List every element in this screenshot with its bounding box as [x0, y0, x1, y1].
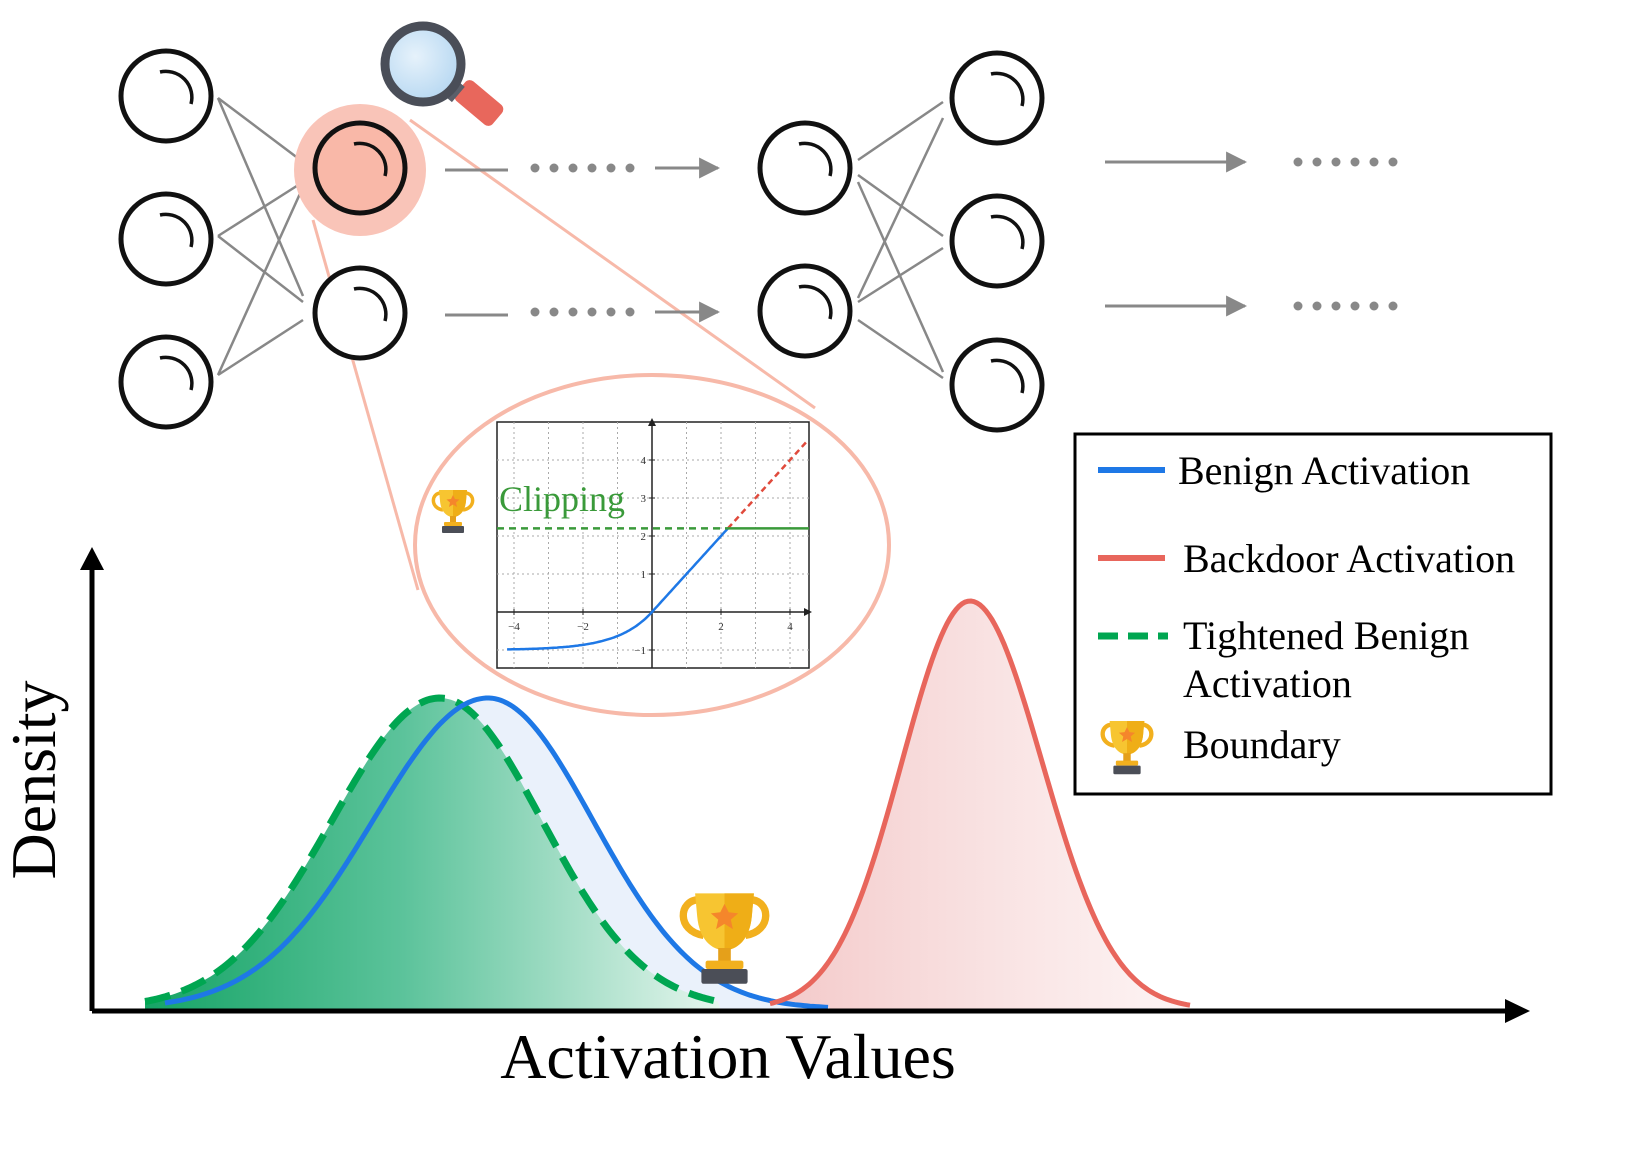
backdoor-fill — [770, 601, 1190, 1009]
inset-y-tick-label: 2 — [641, 531, 647, 543]
backdoor-activation-curve — [769, 598, 1191, 1008]
neuron-highlighted — [312, 120, 408, 216]
legend-label-tightened: Tightened Benign — [1183, 613, 1469, 658]
inset-y-tick-label: −1 — [634, 645, 646, 657]
inset-x-tick-label: 2 — [718, 621, 724, 633]
neuron-input-2 — [118, 191, 214, 287]
tightened-benign-curve — [144, 694, 719, 1005]
neuron-layer3-2 — [757, 263, 853, 359]
inset-y-tick-label: 4 — [641, 455, 647, 467]
legend-label-tightened-2: Activation — [1183, 661, 1352, 706]
inset-x-tick-label: −2 — [577, 621, 589, 633]
y-axis-label: Density — [0, 680, 69, 879]
legend-label-backdoor: Backdoor Activation — [1183, 536, 1515, 581]
inset-clipping-label: Clipping — [499, 479, 625, 519]
inset-x-arrow — [804, 608, 812, 616]
tightened-fill — [145, 698, 720, 1009]
legend-label-benign: Benign Activation — [1178, 448, 1470, 493]
neuron-input-3 — [118, 334, 214, 430]
neuron-input-1 — [118, 48, 214, 144]
neuron-hidden-2 — [312, 265, 408, 361]
legend: Benign Activation Backdoor Activation Ti… — [1073, 432, 1553, 796]
neuron-layer3-1 — [757, 120, 853, 216]
neurons — [118, 48, 1045, 433]
plot-axes — [80, 547, 1530, 1023]
inset-y-arrow — [648, 418, 656, 426]
neuron-layer4-3 — [949, 337, 1045, 433]
flow-arrows — [445, 151, 1248, 323]
magnifier-icon — [380, 21, 504, 126]
neuron-layer4-1 — [949, 50, 1045, 146]
neuron-layer4-2 — [949, 193, 1045, 289]
inset-activation-curve — [507, 527, 729, 651]
network-edges — [216, 97, 945, 380]
inset-x-tick-label: −4 — [508, 621, 520, 633]
ellipsis-dots — [530, 157, 1398, 317]
inset-y-tick-label: 1 — [641, 569, 647, 581]
density-curves — [144, 598, 1191, 1010]
x-axis-label: Activation Values — [500, 1021, 956, 1092]
inset-y-tick-label: 3 — [641, 493, 647, 505]
legend-label-boundary: Boundary — [1183, 722, 1341, 767]
inset-x-tick-label: 4 — [787, 621, 793, 633]
inset-plot: −4 −2 2 4 4 3 2 1 −1 Clipping — [496, 418, 812, 669]
